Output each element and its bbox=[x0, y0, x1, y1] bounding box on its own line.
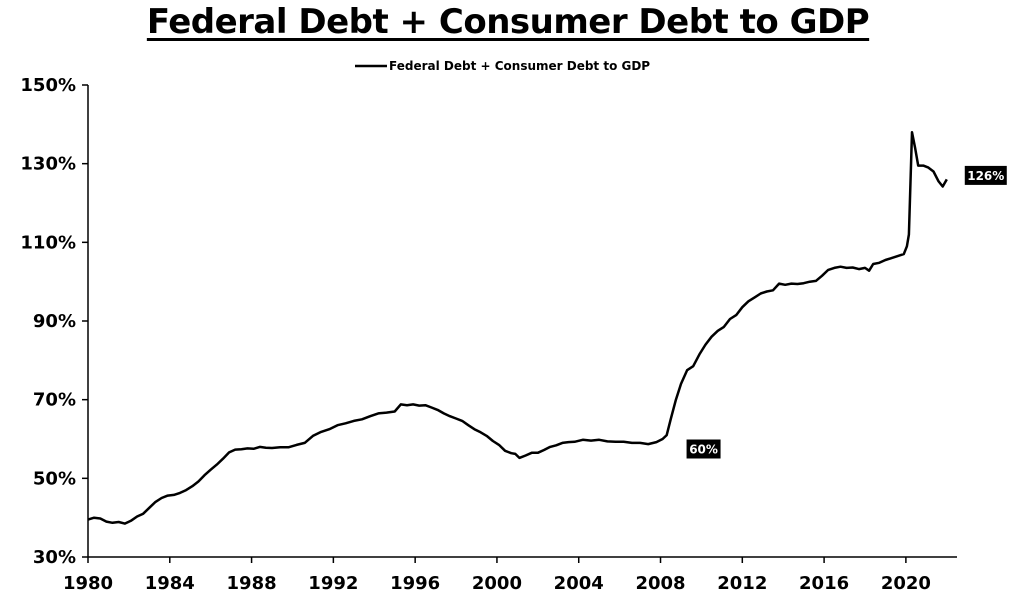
callout-label: 60% bbox=[689, 443, 718, 457]
x-tick-label: 1996 bbox=[390, 573, 440, 594]
x-tick-label: 1992 bbox=[308, 573, 358, 594]
y-tick-label: 130% bbox=[20, 154, 76, 175]
callout-box bbox=[686, 439, 721, 459]
y-tick-label: 110% bbox=[20, 232, 76, 253]
x-tick-label: 1980 bbox=[63, 573, 113, 594]
x-tick-label: 2008 bbox=[635, 573, 685, 594]
y-tick-label: 30% bbox=[33, 547, 76, 568]
x-tick-label: 1988 bbox=[227, 573, 277, 594]
y-tick-label: 50% bbox=[33, 468, 76, 489]
x-tick-label: 2020 bbox=[881, 573, 931, 594]
x-tick-label: 2016 bbox=[799, 573, 849, 594]
x-tick-label: 2004 bbox=[554, 573, 604, 594]
x-tick-label: 2000 bbox=[472, 573, 522, 594]
chart-title: Federal Debt + Consumer Debt to GDP bbox=[146, 2, 870, 42]
series-line bbox=[87, 130, 948, 525]
y-tick-label: 90% bbox=[33, 311, 76, 332]
callout-box bbox=[964, 165, 1007, 185]
x-tick-label: 1984 bbox=[145, 573, 195, 594]
legend-label: Federal Debt + Consumer Debt to GDP bbox=[389, 59, 650, 73]
y-tick-label: 70% bbox=[33, 390, 76, 411]
x-tick-label: 2012 bbox=[717, 573, 767, 594]
callout-label: 126% bbox=[967, 169, 1004, 183]
y-tick-label: 150% bbox=[20, 75, 76, 96]
